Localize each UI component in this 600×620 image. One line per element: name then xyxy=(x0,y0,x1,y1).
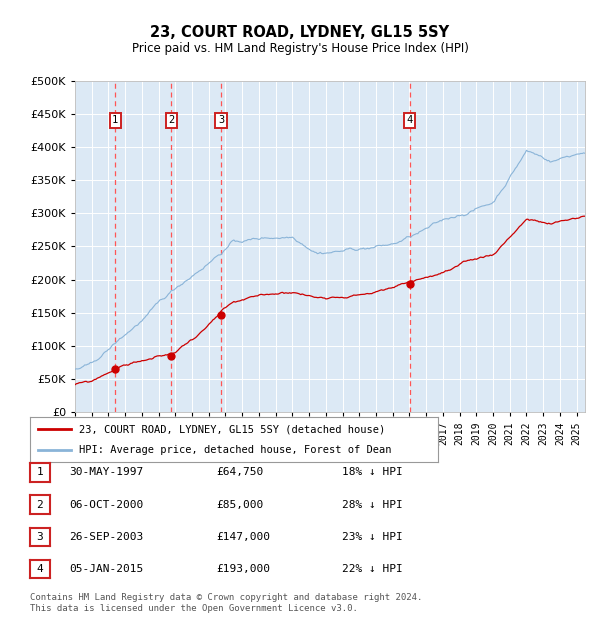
Text: 3: 3 xyxy=(37,532,43,542)
Text: 3: 3 xyxy=(218,115,224,125)
Text: £193,000: £193,000 xyxy=(216,564,270,574)
Text: 22% ↓ HPI: 22% ↓ HPI xyxy=(342,564,403,574)
Text: 1: 1 xyxy=(112,115,118,125)
Text: £85,000: £85,000 xyxy=(216,500,263,510)
Text: 28% ↓ HPI: 28% ↓ HPI xyxy=(342,500,403,510)
Text: 23, COURT ROAD, LYDNEY, GL15 5SY: 23, COURT ROAD, LYDNEY, GL15 5SY xyxy=(151,25,449,40)
Text: 1: 1 xyxy=(37,467,43,477)
Text: 06-OCT-2000: 06-OCT-2000 xyxy=(69,500,143,510)
Text: 30-MAY-1997: 30-MAY-1997 xyxy=(69,467,143,477)
Text: Contains HM Land Registry data © Crown copyright and database right 2024.
This d: Contains HM Land Registry data © Crown c… xyxy=(30,593,422,613)
Text: 26-SEP-2003: 26-SEP-2003 xyxy=(69,532,143,542)
Text: 23, COURT ROAD, LYDNEY, GL15 5SY (detached house): 23, COURT ROAD, LYDNEY, GL15 5SY (detach… xyxy=(79,424,385,435)
Text: 2: 2 xyxy=(169,115,175,125)
Text: £147,000: £147,000 xyxy=(216,532,270,542)
Text: 18% ↓ HPI: 18% ↓ HPI xyxy=(342,467,403,477)
Text: 23% ↓ HPI: 23% ↓ HPI xyxy=(342,532,403,542)
Text: Price paid vs. HM Land Registry's House Price Index (HPI): Price paid vs. HM Land Registry's House … xyxy=(131,42,469,55)
Text: 05-JAN-2015: 05-JAN-2015 xyxy=(69,564,143,574)
Text: HPI: Average price, detached house, Forest of Dean: HPI: Average price, detached house, Fore… xyxy=(79,445,391,455)
Text: £64,750: £64,750 xyxy=(216,467,263,477)
Text: 4: 4 xyxy=(406,115,413,125)
Text: 4: 4 xyxy=(37,564,43,574)
Text: 2: 2 xyxy=(37,500,43,510)
